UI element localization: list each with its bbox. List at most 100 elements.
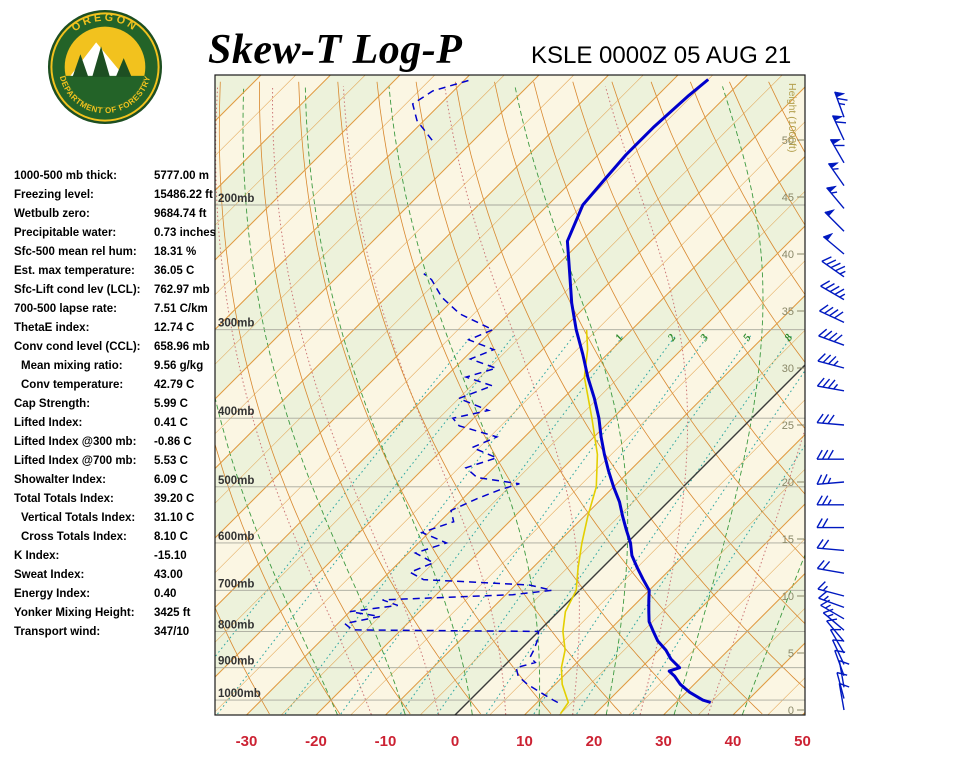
temperature-line xyxy=(565,78,712,704)
svg-text:700mb: 700mb xyxy=(218,578,254,590)
stat-value: 347/10 xyxy=(154,626,190,638)
stat-row: 700-500 lapse rate: 7.51 C/km xyxy=(14,300,219,319)
isotherm-line xyxy=(215,75,331,192)
isotherm-line xyxy=(385,294,805,715)
svg-text:-30: -30 xyxy=(236,733,258,750)
dry-adiabat-line xyxy=(376,81,693,715)
dry-adiabat-line xyxy=(337,81,622,715)
isotherm-line xyxy=(281,190,805,715)
stat-row: Transport wind: 347/10 xyxy=(14,623,219,642)
moist-adiabat-line xyxy=(304,86,473,715)
isotherm-line xyxy=(454,364,805,715)
chart-frame xyxy=(214,74,806,716)
stat-value: 658.96 mb xyxy=(154,341,210,353)
stat-value: 0.41 C xyxy=(154,417,188,429)
stat-row: Sweat Index: 43.00 xyxy=(14,566,219,585)
isotherm-line xyxy=(215,75,574,435)
isotherm-line xyxy=(215,75,748,609)
stat-label: Cap Strength: xyxy=(14,398,91,410)
svg-text:10: 10 xyxy=(516,733,533,750)
svg-text:25: 25 xyxy=(782,420,794,432)
svg-text:500mb: 500mb xyxy=(218,475,254,487)
stat-label: Lifted Index @300 mb: xyxy=(14,436,137,448)
wetbulb-line xyxy=(559,329,599,715)
stat-value: 36.05 C xyxy=(154,265,195,277)
isotherm-line xyxy=(524,433,805,715)
dry-adiabat-line xyxy=(847,82,960,714)
stat-value: 7.51 C/km xyxy=(154,303,208,315)
stat-value: -0.86 C xyxy=(154,436,192,448)
stat-row: Lifted Index @300 mb: -0.86 C xyxy=(14,433,219,452)
svg-text:30: 30 xyxy=(655,733,672,750)
dry-adiabat-line xyxy=(415,81,763,715)
svg-text:10: 10 xyxy=(782,591,794,603)
station-datetime: KSLE 0000Z 05 AUG 21 xyxy=(531,42,792,69)
svg-text:50: 50 xyxy=(782,135,794,147)
stat-label: Wetbulb zero: xyxy=(14,208,90,220)
svg-text:40: 40 xyxy=(725,733,742,750)
stat-label: Mean mixing ratio: xyxy=(21,360,123,372)
svg-text:8: 8 xyxy=(782,332,795,344)
dry-adiabat-line xyxy=(215,442,341,715)
stat-value: 42.79 C xyxy=(154,379,195,391)
stat-value: 5.99 C xyxy=(154,398,188,410)
stat-row: Showalter Index: 6.09 C xyxy=(14,471,219,490)
stat-row: Total Totals Index: 39.20 C xyxy=(14,490,219,509)
stat-row: Energy Index: 0.40 xyxy=(14,585,219,604)
moist-adiabat-line xyxy=(741,553,805,715)
stat-row: Precipitable water: 0.73 inches xyxy=(14,224,219,243)
stat-label: Vertical Totals Index: xyxy=(21,512,136,524)
stat-value: 43.00 xyxy=(154,569,183,581)
moist-adiabat-line xyxy=(673,86,764,715)
svg-text:400mb: 400mb xyxy=(218,406,254,418)
stat-row: Est. max temperature: 36.05 C xyxy=(14,262,219,281)
svg-text:20: 20 xyxy=(782,477,794,489)
mixing-ratio-line xyxy=(215,335,472,658)
svg-text:30: 30 xyxy=(782,363,794,375)
stat-label: Conv temperature: xyxy=(21,379,124,391)
stat-value: 762.97 mb xyxy=(154,284,210,296)
stat-label: Transport wind: xyxy=(14,626,101,638)
mixing-ratio-line xyxy=(485,335,752,715)
stat-label: Total Totals Index: xyxy=(14,493,114,505)
dry-adiabat-line xyxy=(215,606,270,715)
stat-value: 9.56 g/kg xyxy=(154,360,204,372)
svg-text:Height (1000ft): Height (1000ft) xyxy=(786,83,798,152)
isotherm-line xyxy=(420,329,805,715)
stats-panel: 1000-500 mb thick: 5777.00 m Freezing leve… xyxy=(14,167,219,642)
stat-label: 1000-500 mb thick: xyxy=(14,170,117,182)
svg-text:5: 5 xyxy=(788,648,794,660)
svg-text:15: 15 xyxy=(782,534,794,546)
svg-text:900mb: 900mb xyxy=(218,656,254,668)
stat-row: Lifted Index: 0.41 C xyxy=(14,414,219,433)
dry-adiabat-line xyxy=(611,81,805,430)
isotherm-line xyxy=(215,86,805,678)
stat-row: Cross Totals Index: 8.10 C xyxy=(14,528,219,547)
svg-text:1000mb: 1000mb xyxy=(218,688,261,700)
stat-label: Lifted Index @700 mb: xyxy=(14,455,137,467)
isotherm-line xyxy=(215,75,540,400)
stat-label: K Index: xyxy=(14,550,60,562)
dry-adiabat-line xyxy=(218,81,411,715)
isotherm-line xyxy=(593,503,805,715)
svg-text:-20: -20 xyxy=(305,733,327,750)
moist-adiabat-line xyxy=(388,86,541,715)
stat-label: Energy Index: xyxy=(14,588,91,600)
moist-adiabat-alt-line xyxy=(342,86,507,715)
stat-row: Conv cond level (CCL): 658.96 mb xyxy=(14,338,219,357)
isotherm-line xyxy=(215,75,783,643)
background-grid xyxy=(215,75,960,715)
stat-row: Yonker Mixing Height: 3425 ft xyxy=(14,604,219,623)
mixing-ratio-line xyxy=(533,335,793,715)
stat-label: Sfc-Lift cond lev (LCL): xyxy=(14,284,141,296)
svg-text:800mb: 800mb xyxy=(218,619,254,631)
svg-text:50: 50 xyxy=(794,733,811,750)
stat-value: -15.10 xyxy=(154,550,187,562)
stat-value: 0.40 xyxy=(154,588,177,600)
stat-row: Sfc-500 mean rel hum: 18.31 % xyxy=(14,243,219,262)
stat-row: Mean mixing ratio: 9.56 g/kg xyxy=(14,357,219,376)
mixing-ratio-line xyxy=(340,335,624,715)
isotherm-line xyxy=(215,75,679,539)
stat-label: Sfc-500 mean rel hum: xyxy=(14,246,137,258)
mixing-ratio-line xyxy=(437,335,709,715)
